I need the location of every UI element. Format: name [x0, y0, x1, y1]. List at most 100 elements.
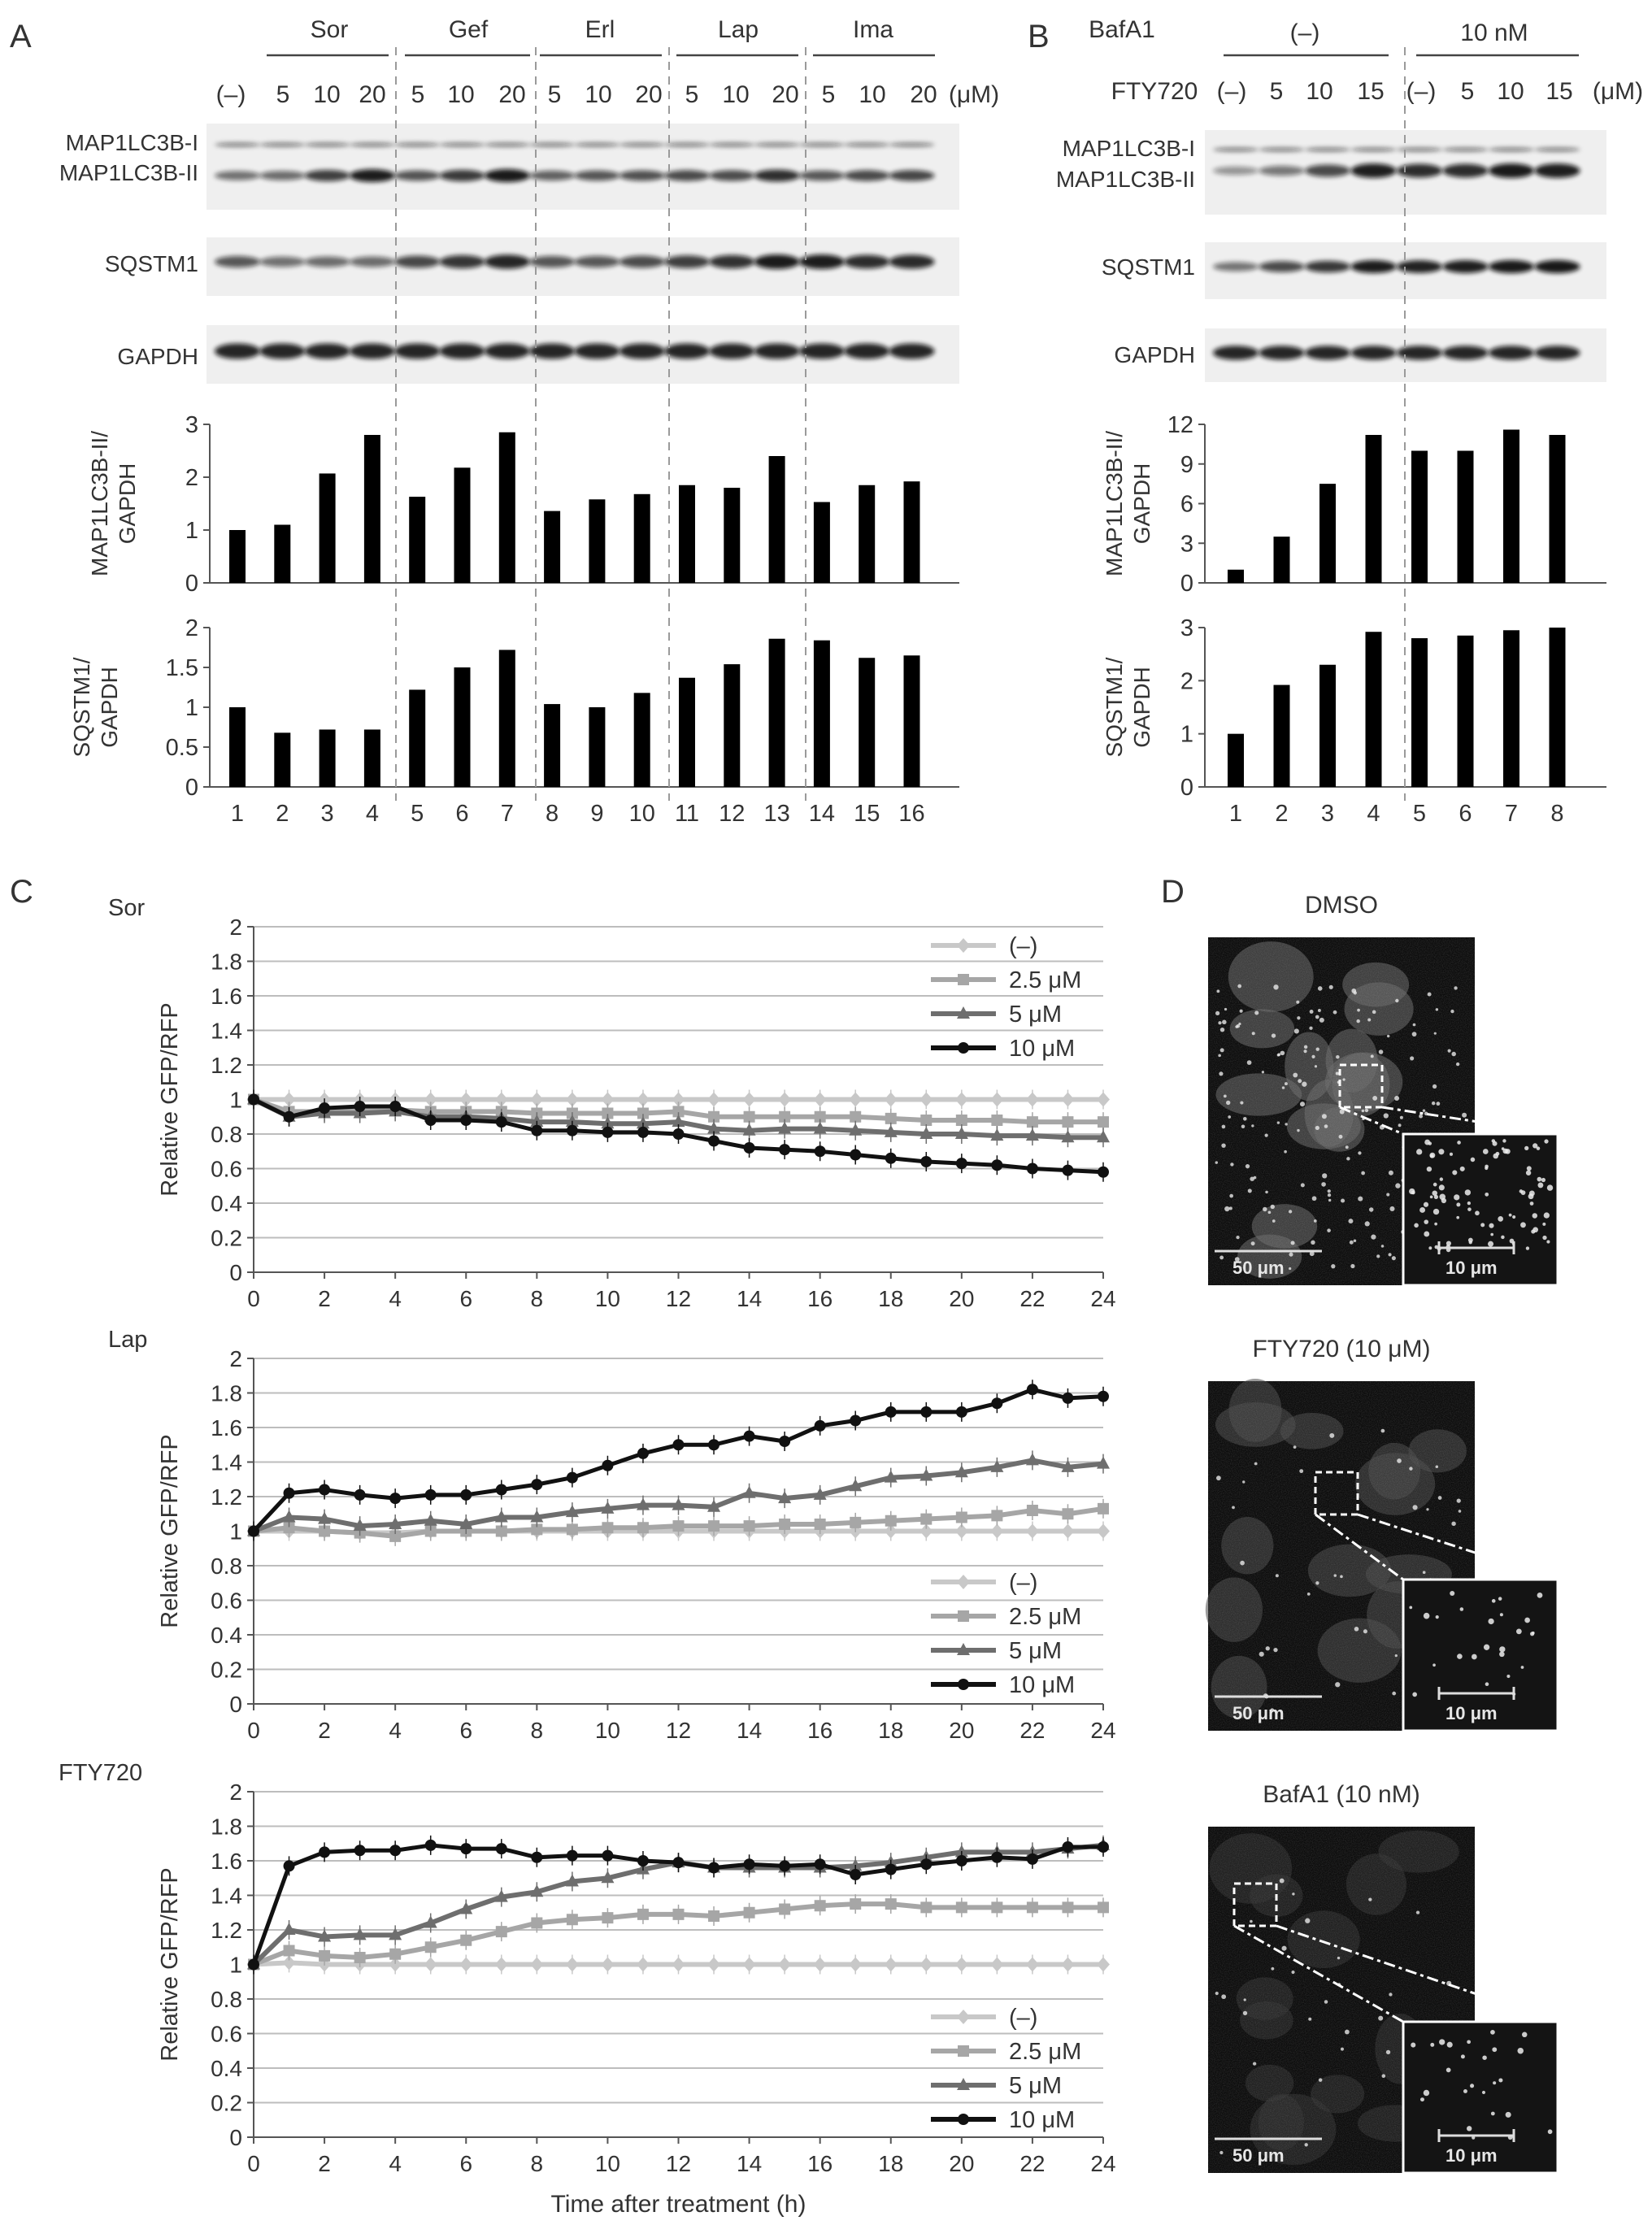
data-point [318, 1929, 332, 1942]
data-point [424, 1915, 437, 1928]
micrograph: BafA1 (10 nM) 50 μm 10 μm [1208, 1781, 1559, 2175]
data-point [920, 1858, 933, 1871]
lane-number: 12 [719, 801, 745, 827]
data-point [1026, 1116, 1038, 1128]
data-point [531, 1917, 543, 1929]
inset-punctum [1485, 1166, 1489, 1171]
data-point [319, 1484, 331, 1496]
inset-punctum [1470, 1157, 1476, 1162]
inset-punctum [1490, 1232, 1494, 1236]
blot-label: SQSTM1 [105, 251, 198, 276]
band [394, 170, 441, 181]
data-point [389, 1927, 402, 1940]
data-point [636, 1497, 650, 1510]
data-point [707, 1499, 721, 1512]
x-tick-label: 20 [949, 1718, 974, 1743]
data-point [742, 1957, 756, 1972]
band [798, 170, 845, 181]
bar-chart-sqstm1-ratio: 0 0.5 1 1.5 2 SQSTM1/GAPDH [69, 615, 959, 801]
bar [859, 658, 876, 787]
data-point [530, 1957, 544, 1972]
band [844, 142, 890, 147]
legend-label: 5 μM [1009, 1638, 1062, 1664]
inset-punctum [1460, 2054, 1465, 2059]
y-axis-label: Relative GFP/RFP [157, 1434, 183, 1628]
data-point [672, 1439, 685, 1451]
inset-punctum [1525, 1170, 1532, 1175]
panel-a: A Sor Gef Erl Lap Ima (–) 5 10 20 5 10 2… [10, 16, 999, 827]
data-point [1097, 1523, 1110, 1539]
data-point [743, 1142, 755, 1154]
data-point [530, 1884, 544, 1897]
lane-number: 16 [898, 801, 924, 827]
inset-punctum [1457, 1141, 1461, 1145]
data-point [1026, 1505, 1038, 1516]
data-point [743, 1858, 755, 1871]
x-tick-label: 10 [595, 2151, 620, 2176]
data-point [248, 1093, 259, 1106]
data-point [531, 1851, 543, 1863]
band [664, 255, 710, 268]
y-tick-label: 0.8 [211, 1987, 242, 2012]
data-point [991, 1901, 1003, 1914]
inset-punctum [1528, 1190, 1535, 1197]
data-point [602, 1912, 614, 1924]
x-tick-label: 20 [949, 1286, 974, 1311]
data-point [850, 1516, 862, 1528]
y-tick-label: 0 [185, 571, 198, 597]
band [484, 169, 530, 182]
data-point [1098, 1116, 1109, 1128]
lane-number: 8 [546, 801, 559, 827]
x-tick-label: 6 [459, 1718, 472, 1743]
data-point [282, 1092, 296, 1107]
inset-punctum [1464, 1189, 1472, 1196]
zoom-connector [1276, 1924, 1559, 2023]
inset-punctum [1499, 1646, 1506, 1653]
y-axis-label: MAP1LC3B-II/GAPDH [87, 431, 140, 576]
inset-punctum [1480, 1223, 1485, 1228]
data-point [637, 1107, 649, 1119]
x-tick-label: 4 [389, 2151, 402, 2176]
data-point [743, 1110, 755, 1123]
x-tick-label: 2 [318, 2151, 331, 2176]
data-point [1097, 1092, 1110, 1107]
data-point [565, 1092, 579, 1107]
panel-letter: B [1028, 19, 1050, 54]
band [259, 142, 306, 147]
data-point [566, 1523, 578, 1536]
dose-label: 10 [447, 81, 474, 108]
data-point [919, 1127, 933, 1139]
band [439, 343, 485, 359]
data-point [636, 1957, 650, 1972]
lane-number: 9 [590, 801, 603, 827]
data-point [495, 1843, 507, 1855]
data-point [957, 2078, 970, 2090]
blot-label: GAPDH [117, 344, 198, 369]
bar [454, 467, 471, 583]
inset-punctum [1467, 1207, 1472, 1211]
band [215, 343, 260, 359]
data-point [531, 1124, 543, 1136]
x-tick-label: 6 [459, 2151, 472, 2176]
band [1534, 163, 1580, 178]
band [1397, 345, 1442, 360]
x-tick-label: 10 [595, 1286, 620, 1311]
data-point [1025, 1128, 1039, 1141]
bar [1549, 628, 1566, 787]
bar [498, 650, 515, 787]
x-tick-label: 22 [1019, 1286, 1045, 1311]
data-point [459, 1901, 473, 1914]
dose-label: 20 [498, 81, 525, 108]
inset-punctum [1439, 2039, 1446, 2045]
data-point [850, 1898, 862, 1910]
dose-row: (–) 5 10 20 5 10 20 5 10 20 5 10 20 5 10… [216, 81, 999, 108]
y-axis-label-line: MAP1LC3B-II/ [1102, 431, 1127, 576]
y-axis-label-line: GAPDH [97, 667, 122, 748]
band [439, 169, 485, 182]
data-point [920, 1901, 933, 1914]
dose-label: 5 [411, 81, 425, 108]
band [529, 255, 576, 268]
data-point [283, 1945, 295, 1957]
bar [1365, 435, 1382, 583]
chart-title: FTY720 [59, 1760, 142, 1786]
